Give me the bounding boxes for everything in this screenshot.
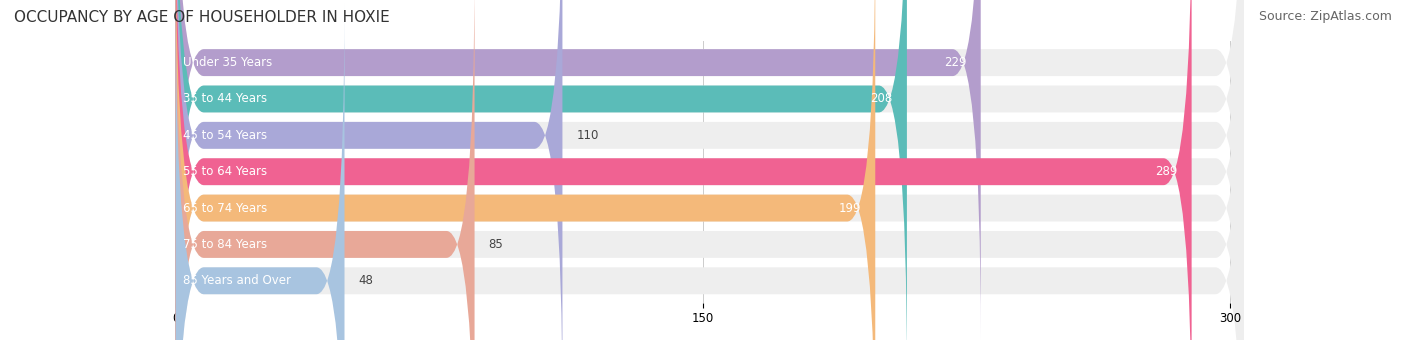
FancyBboxPatch shape (176, 3, 1244, 340)
Text: 65 to 74 Years: 65 to 74 Years (183, 202, 267, 215)
Text: 75 to 84 Years: 75 to 84 Years (183, 238, 267, 251)
Text: OCCUPANCY BY AGE OF HOUSEHOLDER IN HOXIE: OCCUPANCY BY AGE OF HOUSEHOLDER IN HOXIE (14, 10, 389, 25)
Text: 110: 110 (576, 129, 599, 142)
Text: 289: 289 (1156, 165, 1178, 178)
Text: 208: 208 (870, 92, 893, 105)
FancyBboxPatch shape (176, 0, 1244, 340)
FancyBboxPatch shape (176, 3, 344, 340)
FancyBboxPatch shape (176, 0, 1244, 340)
Text: 55 to 64 Years: 55 to 64 Years (183, 165, 267, 178)
Text: 45 to 54 Years: 45 to 54 Years (183, 129, 267, 142)
FancyBboxPatch shape (176, 0, 1244, 340)
FancyBboxPatch shape (176, 0, 1244, 340)
FancyBboxPatch shape (176, 0, 1244, 340)
FancyBboxPatch shape (176, 0, 1244, 340)
FancyBboxPatch shape (176, 0, 907, 340)
FancyBboxPatch shape (176, 0, 981, 340)
Text: 229: 229 (943, 56, 967, 69)
Text: 85: 85 (489, 238, 503, 251)
Text: Source: ZipAtlas.com: Source: ZipAtlas.com (1258, 10, 1392, 23)
Text: 85 Years and Over: 85 Years and Over (183, 274, 291, 287)
FancyBboxPatch shape (176, 0, 876, 340)
Text: 35 to 44 Years: 35 to 44 Years (183, 92, 267, 105)
FancyBboxPatch shape (176, 0, 475, 340)
Text: 48: 48 (359, 274, 374, 287)
Text: Under 35 Years: Under 35 Years (183, 56, 271, 69)
Text: 199: 199 (838, 202, 860, 215)
FancyBboxPatch shape (176, 0, 1192, 340)
FancyBboxPatch shape (176, 0, 562, 340)
